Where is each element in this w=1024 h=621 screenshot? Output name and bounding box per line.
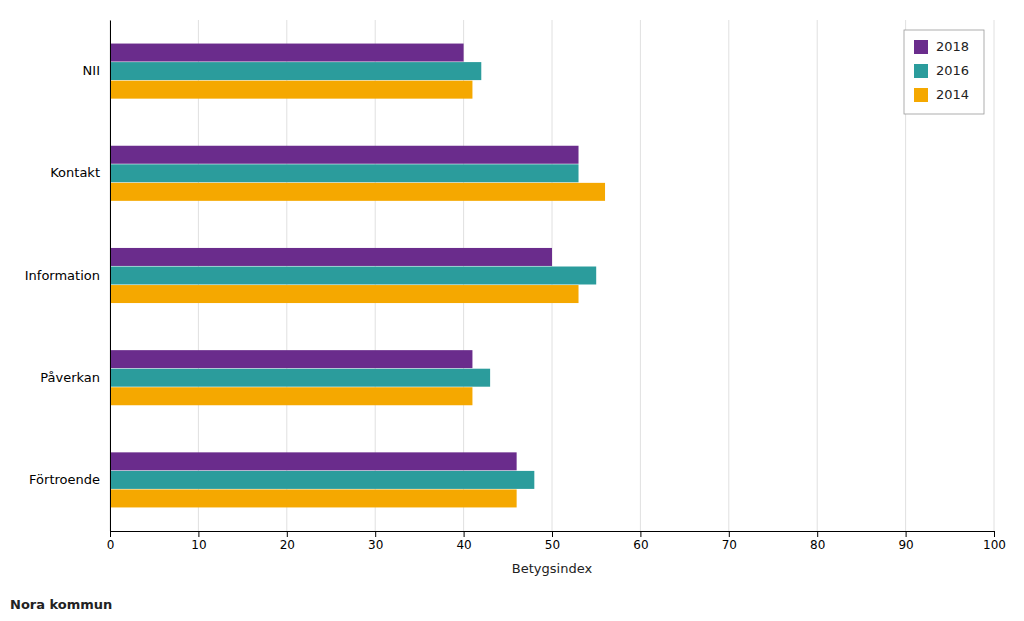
bar bbox=[110, 267, 596, 285]
x-tick-mark bbox=[552, 531, 553, 537]
legend-swatch bbox=[914, 40, 928, 54]
x-tick: 40 bbox=[456, 531, 471, 552]
x-axis-line bbox=[111, 532, 995, 538]
legend-swatch bbox=[914, 64, 928, 78]
legend-frame bbox=[904, 30, 984, 114]
x-axis-title: Betygsindex bbox=[512, 561, 593, 576]
x-tick-label: 70 bbox=[722, 538, 737, 552]
y-tick-label: NII bbox=[83, 63, 100, 78]
bar-series bbox=[110, 62, 596, 489]
x-tick: 80 bbox=[810, 531, 825, 552]
y-tick: Påverkan bbox=[40, 370, 110, 385]
x-tick-label: 100 bbox=[983, 538, 1006, 552]
bar bbox=[110, 285, 579, 303]
bar-series bbox=[110, 44, 579, 471]
x-tick-label: 10 bbox=[191, 538, 206, 552]
y-tick: Förtroende bbox=[29, 472, 110, 487]
x-tick-label: 80 bbox=[810, 538, 825, 552]
x-tick: 60 bbox=[633, 531, 648, 552]
x-tick-label: 20 bbox=[280, 538, 295, 552]
x-tick: 100 bbox=[983, 531, 1006, 552]
x-tick-mark bbox=[198, 531, 199, 537]
legend-item: 2014 bbox=[914, 87, 969, 102]
legend-item: 2018 bbox=[914, 39, 969, 54]
x-tick-label: 40 bbox=[456, 538, 471, 552]
grid-line bbox=[994, 20, 995, 531]
x-tick-mark bbox=[640, 531, 641, 537]
legend-label: 2016 bbox=[936, 63, 969, 78]
y-tick: Kontakt bbox=[50, 165, 110, 180]
legend-label: 2014 bbox=[936, 87, 969, 102]
bar bbox=[110, 452, 517, 470]
grid-line bbox=[817, 20, 818, 531]
bar bbox=[110, 183, 605, 201]
x-tick-label: 0 bbox=[107, 538, 115, 552]
x-tick-label: 90 bbox=[898, 538, 913, 552]
x-tick: 30 bbox=[368, 531, 383, 552]
bar bbox=[110, 146, 579, 164]
grid bbox=[110, 20, 994, 531]
y-tick-label: Påverkan bbox=[40, 370, 100, 385]
x-tick: 50 bbox=[545, 531, 560, 552]
legend: 2018 2016 2014 bbox=[904, 30, 984, 114]
grid-line bbox=[728, 20, 729, 531]
bar bbox=[110, 164, 579, 182]
x-tick-label: 30 bbox=[368, 538, 383, 552]
bar bbox=[110, 44, 464, 62]
plot: 0 10 20 30 40 50 60 70 80 90 100 Förtroende Påverkan… bbox=[25, 20, 1006, 552]
x-tick-mark bbox=[110, 531, 111, 537]
x-tick: 10 bbox=[191, 531, 206, 552]
footer: Nora kommun bbox=[10, 597, 112, 612]
legend-item: 2016 bbox=[914, 63, 969, 78]
x-tick: 0 bbox=[107, 531, 115, 552]
chart: 0 10 20 30 40 50 60 70 80 90 100 Förtroende Påverkan… bbox=[0, 0, 1024, 621]
y-tick-label: Kontakt bbox=[50, 165, 100, 180]
x-tick-mark bbox=[287, 531, 288, 537]
y-tick: Information bbox=[25, 268, 110, 283]
x-axis: 0 10 20 30 40 50 60 70 80 90 100 bbox=[107, 531, 1006, 552]
bars bbox=[110, 44, 605, 508]
x-tick-mark bbox=[729, 531, 730, 537]
x-tick-mark bbox=[817, 531, 818, 537]
x-tick: 90 bbox=[898, 531, 913, 552]
bar bbox=[110, 350, 472, 368]
legend-label: 2018 bbox=[936, 39, 969, 54]
x-tick-label: 60 bbox=[633, 538, 648, 552]
bar bbox=[110, 369, 490, 387]
x-tick-label: 50 bbox=[545, 538, 560, 552]
bar bbox=[110, 387, 472, 405]
bar bbox=[110, 81, 472, 99]
y-tick-label: Förtroende bbox=[29, 472, 100, 487]
x-tick: 20 bbox=[280, 531, 295, 552]
y-tick: NII bbox=[83, 63, 110, 78]
x-tick-mark bbox=[906, 531, 907, 537]
y-axis: Förtroende Påverkan Information Kontakt NII bbox=[25, 21, 111, 532]
bar-series bbox=[110, 81, 605, 508]
bar bbox=[110, 62, 481, 80]
grid-line bbox=[640, 20, 641, 531]
y-tick-label: Information bbox=[25, 268, 100, 283]
x-tick-mark bbox=[994, 531, 995, 537]
x-tick-mark bbox=[375, 531, 376, 537]
x-tick-mark bbox=[464, 531, 465, 537]
x-tick: 70 bbox=[722, 531, 737, 552]
grid-line bbox=[110, 20, 111, 531]
legend-swatch bbox=[914, 88, 928, 102]
bar bbox=[110, 471, 534, 489]
y-axis-line bbox=[110, 21, 111, 532]
bar bbox=[110, 248, 552, 266]
bar bbox=[110, 489, 517, 507]
